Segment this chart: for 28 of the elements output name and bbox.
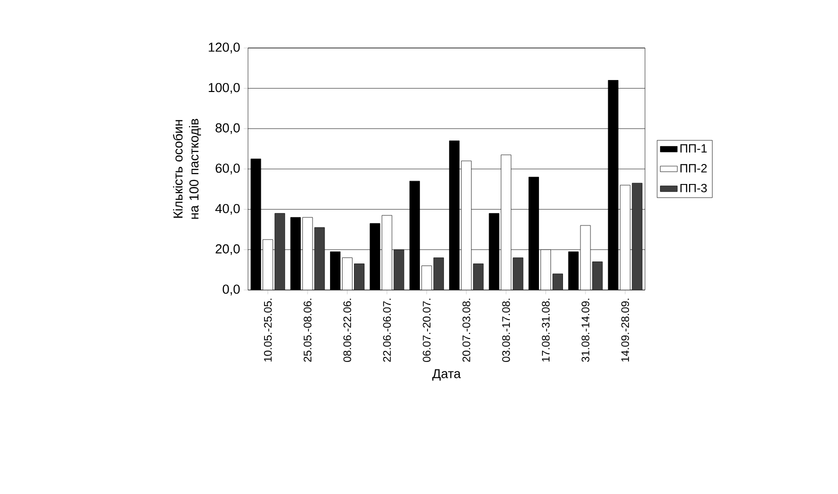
legend-label: ПП-3 bbox=[680, 184, 707, 192]
y-tick-label: 20,0 bbox=[216, 244, 240, 255]
bar bbox=[632, 182, 642, 290]
x-tick-label: 20.07.-03.08. bbox=[462, 298, 470, 362]
y-tick-label: 60,0 bbox=[216, 164, 240, 174]
y-tick-label: 0,0 bbox=[222, 284, 240, 296]
bar bbox=[274, 213, 286, 290]
x-tick-label: 17.08.-31.08. bbox=[542, 298, 550, 362]
x-tick-label: 06.07.-20.07. bbox=[422, 298, 431, 362]
y-tick-label: 100,0 bbox=[208, 82, 240, 94]
y-tick-label: 80,0 bbox=[216, 123, 240, 134]
x-tick-label: 25.05.-08.06. bbox=[304, 298, 312, 362]
x-axis-title: Дата bbox=[432, 369, 461, 381]
legend-label: ПП-2 bbox=[680, 164, 707, 172]
bar bbox=[552, 274, 563, 290]
x-tick-label: 31.08.-14.09. bbox=[582, 298, 590, 362]
bar bbox=[473, 264, 484, 290]
x-tick-label: 03.08.-17.08. bbox=[502, 298, 510, 362]
y-tick-label: 120,0 bbox=[208, 42, 240, 54]
bar bbox=[354, 264, 364, 290]
legend-label: ПП-1 bbox=[680, 144, 707, 153]
x-tick-label: 10.05.-25.05. bbox=[264, 298, 272, 362]
x-tick-label: 22.06.-06.07. bbox=[383, 298, 391, 362]
y-tick-label: 40,0 bbox=[215, 204, 240, 215]
bar bbox=[433, 258, 444, 290]
x-tick-label: 14.09.-28.09. bbox=[621, 298, 630, 362]
y-axis-title: Кількість особин на 100 пасткодів bbox=[172, 118, 201, 219]
x-tick-label: 08.06.-22.06. bbox=[343, 298, 352, 362]
